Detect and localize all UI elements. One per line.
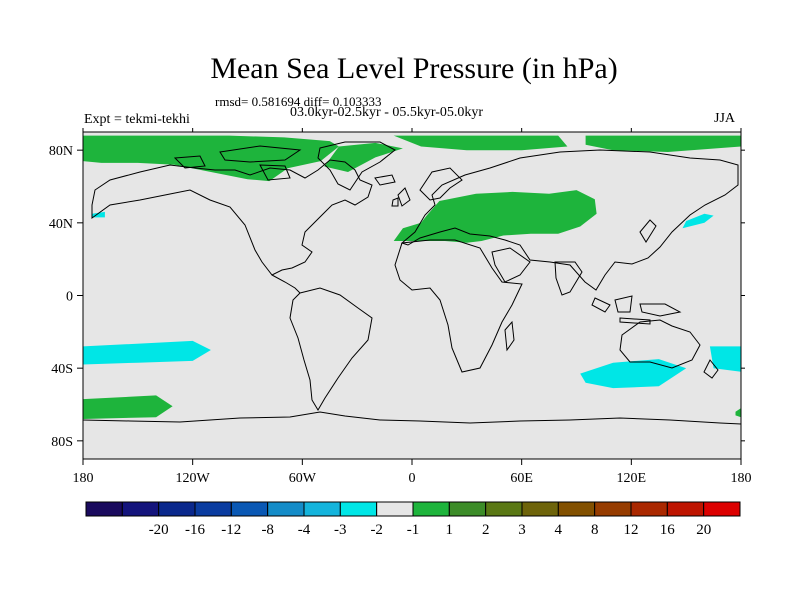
region-arctic-europe-positive	[393, 135, 568, 151]
colorbar-swatch	[666, 501, 705, 517]
region-south-pacific-negative	[83, 340, 211, 365]
coastline-greenland	[317, 141, 396, 191]
x-tick-label: 120E	[617, 471, 647, 486]
y-tick-label: 80S	[51, 435, 73, 450]
x-tick-label: 180	[73, 471, 94, 486]
colorbar-label: -8	[261, 522, 274, 538]
x-tick-label: 0	[409, 471, 416, 486]
period-subtitle: 03.0kyr-02.5kyr - 05.5kyr-05.0kyr	[290, 105, 484, 120]
colorbar-label: -2	[370, 522, 383, 538]
coastline-scandinavia	[419, 167, 463, 201]
coastline-british-isles	[391, 187, 411, 207]
colorbar-label: -4	[298, 522, 311, 538]
colorbar-label: -3	[334, 522, 347, 538]
coastline-eurasia	[400, 149, 739, 291]
colorbar-label: 20	[696, 522, 711, 538]
colorbar-label: 2	[482, 522, 490, 538]
coastline-antarctica	[83, 411, 741, 425]
colorbar-swatch	[630, 501, 668, 517]
colorbar-label: -12	[221, 522, 241, 538]
colorbar-swatch	[594, 501, 632, 517]
colorbar-swatch	[194, 501, 232, 517]
coastline-north-america	[91, 159, 373, 276]
rmsd-diff-label: rmsd= 0.581694 diff= 0.103333	[215, 94, 382, 109]
colorbar-label: 12	[624, 522, 639, 538]
map-background	[83, 132, 741, 459]
colorbar-swatch	[412, 501, 450, 517]
colorbar-label: 4	[555, 522, 563, 538]
colorbar-swatch	[521, 501, 559, 517]
x-tick-label: 120W	[176, 471, 211, 486]
region-indian-ocean-negative	[580, 359, 687, 389]
colorbar-swatch	[376, 501, 414, 517]
region-arctic-siberia-positive	[585, 135, 741, 152]
y-tick-label: 40S	[51, 362, 73, 377]
coastlines	[83, 141, 741, 425]
region-southwest-pacific-negative	[709, 346, 741, 372]
y-axis: 80N 40N 0 40S 80S	[49, 144, 745, 450]
colorbar-swatch	[557, 501, 596, 517]
region-arctic-north-america-positive	[83, 135, 339, 182]
colorbar-label: -20	[149, 522, 169, 538]
colorbar-swatch	[158, 501, 196, 517]
region-south-pacific-positive	[83, 395, 173, 419]
y-tick-label: 80N	[49, 144, 73, 159]
region-greenland-positive	[324, 142, 403, 172]
coastline-japan	[639, 219, 657, 243]
colorbar-label: -1	[407, 522, 420, 538]
colorbar-label: 3	[518, 522, 526, 538]
y-tick-label: 0	[66, 290, 73, 305]
colorbar-swatch	[339, 501, 378, 517]
coastline-se-asia-islands	[591, 295, 682, 325]
colorbar-swatch	[703, 501, 741, 517]
coastline-australia	[619, 319, 701, 369]
region-tasman-positive-edge	[735, 408, 741, 418]
experiment-label: Expt = tekmi-tekhi	[84, 112, 190, 127]
season-label: JJA	[714, 111, 736, 126]
colorbar-swatch	[85, 501, 123, 517]
coastline-madagascar	[504, 320, 515, 352]
contour-regions	[83, 135, 741, 419]
x-tick-label: 60E	[510, 471, 533, 486]
colorbar-label: -16	[185, 522, 205, 538]
colorbar-label: 16	[660, 522, 676, 538]
colorbar-swatch	[121, 501, 160, 517]
colorbar-swatch	[303, 501, 341, 517]
x-axis: 180 120W 60W 0 60E 120E 180	[73, 128, 752, 486]
y-tick-label: 40N	[49, 217, 73, 232]
coastline-india	[554, 261, 583, 296]
colorbar-swatch	[448, 501, 487, 517]
region-eurasia-positive	[393, 190, 597, 243]
coastline-arabia	[491, 247, 531, 283]
coastline-iceland	[374, 174, 396, 186]
coastline-new-zealand	[703, 359, 719, 379]
colorbar-swatch	[267, 501, 305, 517]
x-tick-label: 180	[731, 471, 752, 486]
chart-title: Mean Sea Level Pressure (in hPa)	[210, 52, 618, 85]
colorbar-swatch	[485, 501, 523, 517]
colorbar-label: 1	[446, 522, 454, 538]
coastline-arctic-islands	[173, 145, 302, 181]
coastline-central-america	[271, 274, 301, 294]
colorbar-label: 8	[591, 522, 599, 538]
region-north-pacific-negative	[682, 213, 714, 229]
colorbar-swatch	[230, 501, 269, 517]
x-tick-label: 60W	[289, 471, 317, 486]
coastline-africa	[394, 239, 523, 373]
colorbar: -20 -16 -12 -8 -4 -3 -2 -1 1 2 3 4 8 12 16 20	[85, 501, 741, 538]
coastline-south-america	[289, 287, 373, 411]
